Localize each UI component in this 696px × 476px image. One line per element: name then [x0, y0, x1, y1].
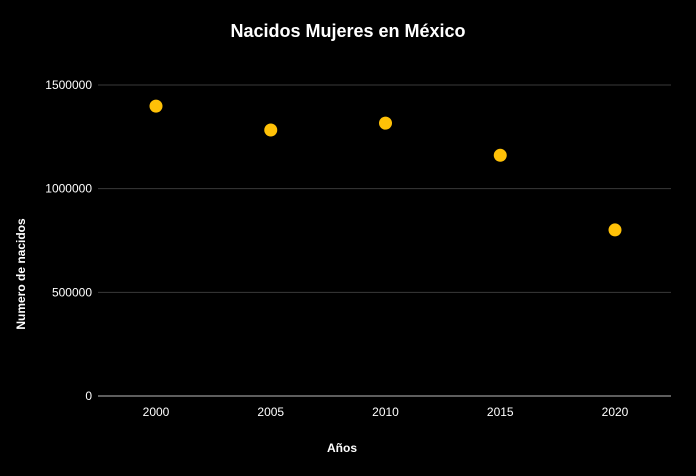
y-tick-label: 1500000: [45, 78, 92, 92]
y-tick-label: 500000: [52, 285, 92, 299]
x-tick-label: 2010: [372, 405, 399, 419]
y-axis-ticks: 0 500000 1000000 1500000: [45, 78, 92, 403]
data-point[interactable]: [379, 116, 392, 130]
data-point[interactable]: [264, 123, 278, 137]
y-tick-label: 0: [85, 389, 92, 403]
x-tick-label: 2000: [143, 405, 170, 419]
chart-title: Nacidos Mujeres en México: [230, 21, 465, 41]
data-points: [149, 99, 622, 237]
data-point[interactable]: [608, 223, 622, 237]
y-axis-label: Numero de nacidos: [14, 218, 28, 330]
x-axis-ticks: 2000 2005 2010 2015 2020: [143, 405, 629, 419]
x-axis-label: Años: [327, 441, 357, 455]
data-point[interactable]: [149, 99, 163, 113]
x-tick-label: 2005: [257, 405, 284, 419]
x-tick-label: 2015: [487, 405, 514, 419]
x-tick-label: 2020: [602, 405, 629, 419]
data-point[interactable]: [493, 148, 507, 162]
gridlines: [98, 84, 671, 397]
y-tick-label: 1000000: [45, 182, 92, 196]
